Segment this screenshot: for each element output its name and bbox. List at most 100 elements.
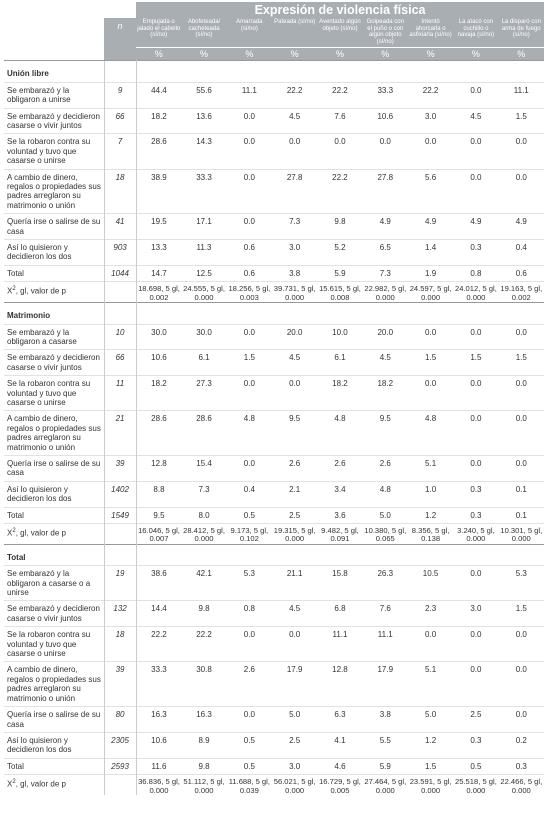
section-title: Total bbox=[4, 543, 105, 566]
unit-label: % bbox=[136, 47, 182, 61]
stat-cell: 22.982, 5 gl, 0.000 bbox=[362, 281, 408, 303]
value-cell: 3.0 bbox=[272, 239, 318, 266]
value-cell: 2.5 bbox=[272, 506, 318, 524]
value-cell: 14.3 bbox=[181, 133, 227, 170]
group-title: Expresión de violencia física bbox=[136, 2, 544, 18]
value-cell: 0.0 bbox=[498, 168, 544, 214]
value-cell: 12.8 bbox=[317, 661, 363, 707]
value-cell: 20.0 bbox=[362, 323, 408, 350]
value-cell: 0.6 bbox=[226, 239, 272, 266]
value-cell: 7.6 bbox=[317, 107, 363, 134]
header-row: %%%%%%%%% bbox=[4, 47, 544, 61]
value-cell: 0.0 bbox=[498, 626, 544, 662]
value-cell: 5.1 bbox=[407, 661, 454, 707]
value-cell: 42.1 bbox=[181, 565, 227, 601]
blank bbox=[104, 2, 137, 18]
data-row: Se embarazó y la obligaron a unirse 9 44.4… bbox=[4, 81, 544, 109]
stat-label: X2, gl, valor de p bbox=[4, 281, 105, 303]
n-cell bbox=[103, 281, 137, 303]
value-cell: 0.0 bbox=[407, 133, 454, 170]
value-cell: 0.0 bbox=[226, 454, 272, 482]
value-cell: 4.6 bbox=[317, 757, 363, 775]
n-cell: 132 bbox=[103, 600, 137, 627]
n-cell: 11 bbox=[103, 375, 137, 411]
value-cell: 6.1 bbox=[317, 349, 363, 376]
value-cell: 4.5 bbox=[272, 600, 318, 627]
n-cell: 7 bbox=[103, 133, 137, 170]
value-cell: 9.8 bbox=[181, 600, 227, 627]
data-row: Total 1044 14.7 12.5 0.6 3.8 5.9 7.3 1.9 0.8 0.6 bbox=[4, 264, 544, 282]
value-cell: 4.5 bbox=[453, 107, 499, 134]
value-cell: 2.5 bbox=[453, 706, 499, 733]
row-label: Quería irse o salirse de su casa bbox=[4, 213, 105, 240]
value-cell: 3.8 bbox=[272, 264, 318, 282]
value-cell: 10.6 bbox=[362, 107, 408, 134]
value-cell: 4.5 bbox=[272, 107, 318, 134]
stat-row: X2, gl, valor de p 18.698, 5 gl, 0.002 24.… bbox=[4, 281, 544, 303]
value-cell: 27.8 bbox=[272, 168, 318, 214]
corner bbox=[4, 2, 105, 18]
value-cell: 0.0 bbox=[407, 375, 454, 411]
row-label: Se la robaron contra su voluntad y tuvo … bbox=[4, 375, 105, 411]
value-cell: 6.3 bbox=[317, 706, 363, 733]
stat-row: X2, gl, valor de p 16.046, 5 gl, 0.007 28.… bbox=[4, 523, 544, 545]
value-cell: 13.3 bbox=[136, 239, 182, 266]
value-cell: 18.2 bbox=[136, 375, 182, 411]
value-cell: 0.0 bbox=[453, 565, 499, 601]
value-cell: 0.0 bbox=[453, 375, 499, 411]
value-cell: 0.6 bbox=[498, 264, 544, 282]
row-label: Total bbox=[4, 757, 105, 775]
value-cell: 0.5 bbox=[226, 506, 272, 524]
value-cell: 9.8 bbox=[181, 757, 227, 775]
stat-label-rest: , gl, valor de p bbox=[15, 779, 66, 789]
n-cell: 21 bbox=[103, 410, 137, 456]
stat-cell: 10.301, 5 gl, 0.000 bbox=[498, 523, 544, 545]
row-label: Así lo quisieron y decidieron los dos bbox=[4, 239, 105, 266]
value-cell: 0.0 bbox=[498, 706, 544, 733]
data-row: Se embarazó y la obligaron a casarse 10 30… bbox=[4, 323, 544, 350]
stat-cell: 16.729, 5 gl, 0.005 bbox=[317, 774, 363, 795]
stat-cell: 15.615, 5 gl, 0.008 bbox=[317, 281, 363, 303]
value-cell: 19.5 bbox=[136, 213, 182, 240]
value-cell: 22.2 bbox=[317, 81, 363, 109]
n-cell: 9 bbox=[103, 81, 137, 109]
value-cell: 0.3 bbox=[453, 480, 499, 508]
n-cell: 41 bbox=[103, 213, 137, 240]
value-cell: 1.2 bbox=[407, 506, 454, 524]
stat-cell: 9.482, 5 gl, 0.091 bbox=[317, 523, 363, 545]
value-cell: 22.2 bbox=[181, 626, 227, 662]
value-cell: 6.8 bbox=[317, 600, 363, 627]
value-cell: 0.0 bbox=[498, 661, 544, 707]
value-cell: 3.4 bbox=[317, 480, 363, 508]
value-cell: 8.9 bbox=[181, 731, 227, 759]
value-cell: 0.3 bbox=[453, 731, 499, 759]
value-cell: 0.0 bbox=[272, 375, 318, 411]
value-cell: 0.0 bbox=[226, 213, 272, 240]
value-cell: 27.8 bbox=[362, 168, 408, 214]
row-label: Así lo quisieron y decidieron los dos bbox=[4, 731, 105, 759]
stat-cell: 36.836, 5 gl, 0.000 bbox=[136, 774, 182, 795]
value-cell: 1.5 bbox=[407, 349, 454, 376]
value-cell: 0.5 bbox=[226, 731, 272, 759]
data-row: Así lo quisieron y decidieron los dos 140… bbox=[4, 480, 544, 508]
value-cell: 0.4 bbox=[498, 239, 544, 266]
value-cell: 4.9 bbox=[498, 213, 544, 240]
data-row: Se la robaron contra su voluntad y tuvo … bbox=[4, 375, 544, 411]
value-cell: 0.0 bbox=[226, 706, 272, 733]
value-cell: 9.5 bbox=[362, 410, 408, 456]
value-cell: 1.5 bbox=[226, 349, 272, 376]
stat-cell: 24.012, 5 gl, 0.000 bbox=[453, 281, 499, 303]
value-cell: 44.4 bbox=[136, 81, 182, 109]
stat-cell: 11.688, 5 gl, 0.039 bbox=[226, 774, 272, 795]
data-row: Se embarazó y decidieron casarse o vivir… bbox=[4, 107, 544, 134]
n-cell bbox=[103, 60, 137, 83]
value-cell: 0.3 bbox=[453, 506, 499, 524]
row-label: Se embarazó y decidieron casarse o vivir… bbox=[4, 107, 105, 134]
n-cell: 18 bbox=[103, 168, 137, 214]
row-label: Se la robaron contra su voluntad y tuvo … bbox=[4, 626, 105, 662]
violence-table: Expresión de violencia física n Empujada o… bbox=[4, 2, 544, 795]
filler bbox=[136, 302, 544, 324]
column-label: Intentó ahorcarla o asfixiarla (sí/no) bbox=[407, 18, 454, 48]
corner bbox=[4, 18, 105, 48]
value-cell: 11.1 bbox=[498, 81, 544, 109]
